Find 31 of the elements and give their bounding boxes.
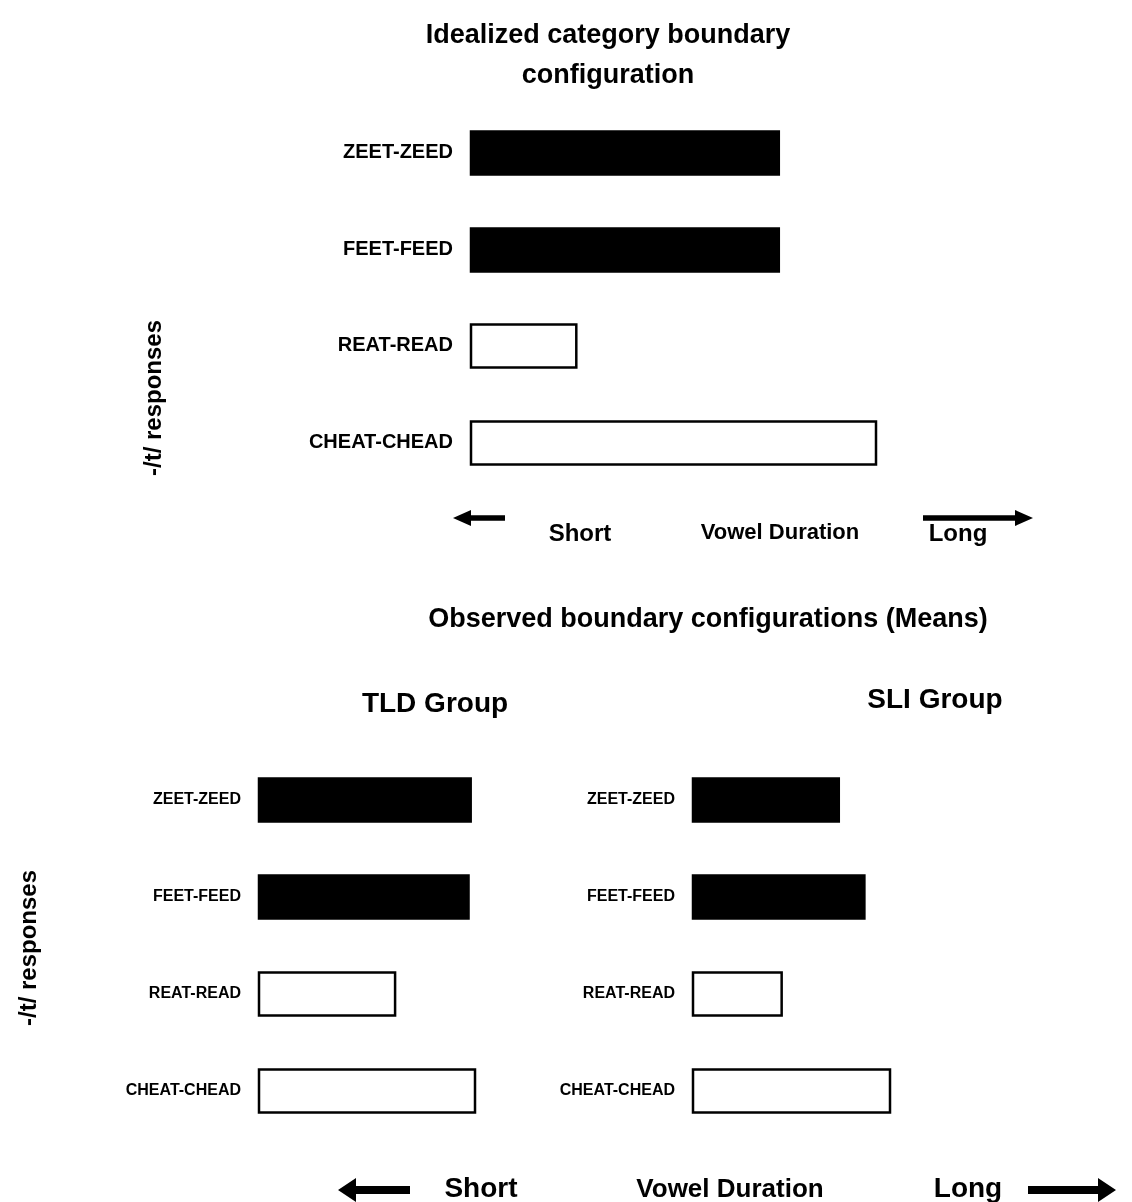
y-tick-label: ZEET-ZEED — [586, 790, 675, 808]
y-tick-label: CHEAT-CHEAD — [308, 430, 453, 453]
chart-subtitle: SLI Group — [867, 683, 1003, 715]
bar — [257, 874, 470, 920]
y-tick-label: ZEET-ZEED — [152, 790, 241, 808]
text: Long — [928, 519, 988, 547]
y-axis-title: -/t/ responses — [14, 869, 42, 1027]
bar — [691, 777, 841, 823]
y-tick-label: REAT-READ — [148, 984, 241, 1002]
bar — [257, 777, 472, 823]
y-tick-label: FEET-FEED — [342, 237, 453, 260]
text: Short — [444, 1172, 518, 1202]
text: Short — [548, 519, 612, 547]
text: Observed boundary configurations (Means) — [428, 603, 988, 634]
bar — [691, 874, 866, 920]
x-axis-title: Vowel Duration — [700, 518, 860, 544]
bar — [257, 971, 397, 1017]
bar — [691, 971, 783, 1017]
y-axis-title: -/t/ responses — [139, 319, 167, 477]
y-tick-label: CHEAT-CHEAD — [125, 1081, 241, 1099]
chart-title: Idealized category boundary configuration — [425, 19, 791, 90]
y-tick-label: FEET-FEED — [586, 887, 675, 905]
y-tick-label: REAT-READ — [582, 984, 675, 1002]
y-tick-label: CHEAT-CHEAD — [559, 1081, 675, 1099]
bar — [257, 1068, 477, 1114]
y-tick-label: FEET-FEED — [152, 887, 241, 905]
y-tick-label: REAT-READ — [337, 333, 453, 356]
y-tick-label: ZEET-ZEED — [342, 140, 453, 163]
chart-subtitle: TLD Group — [361, 687, 509, 719]
bar — [691, 1068, 892, 1114]
x-axis-title: Vowel Duration — [636, 1172, 824, 1202]
